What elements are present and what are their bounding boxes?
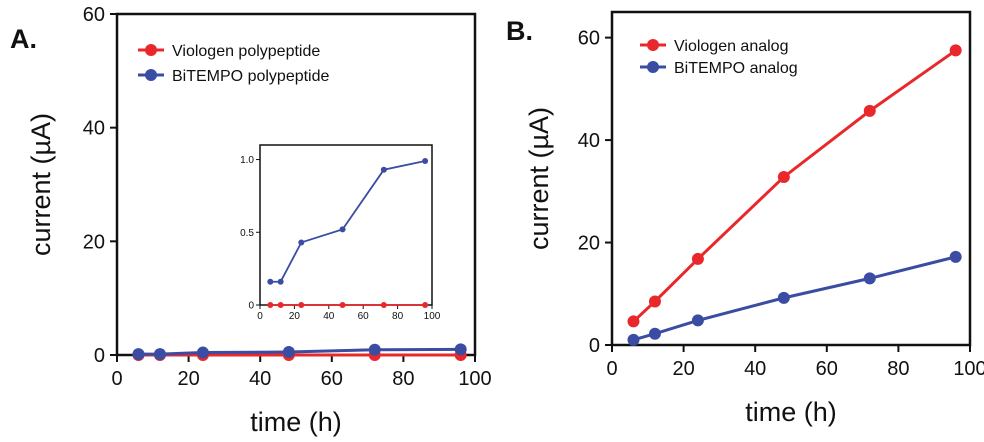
data-point: [153, 348, 166, 361]
data-point: [627, 315, 640, 328]
data-point: [863, 272, 876, 285]
series-line-1: [138, 347, 461, 356]
data-point: [648, 327, 661, 340]
inset-data-point: [298, 302, 305, 308]
x-axis-label: time (h): [745, 397, 837, 427]
inset-x-tick-label: 20: [289, 311, 301, 322]
panel-label: A.: [10, 24, 37, 54]
x-tick-label: 0: [111, 368, 122, 390]
plot-frame: [610, 10, 972, 347]
legend-marker: [647, 61, 659, 73]
inset-x-tick-label: 40: [323, 311, 335, 322]
data-point: [648, 295, 661, 308]
inset-data-point: [380, 302, 387, 308]
legend-label: BiTEMPO analog: [674, 60, 798, 77]
inset-x-tick-label: 0: [257, 311, 263, 322]
legend-marker: [145, 69, 157, 81]
inset-x-tick-label: 60: [358, 311, 370, 322]
x-tick-label: 20: [672, 358, 694, 380]
inset-data-point: [380, 166, 387, 173]
data-point: [368, 343, 381, 356]
data-point: [777, 170, 790, 183]
series-line-0: [632, 49, 957, 323]
data-point: [949, 44, 962, 57]
x-tick-label: 0: [606, 358, 617, 380]
y-tick-label: 0: [94, 345, 105, 367]
inset-data-point: [339, 302, 346, 308]
data-point: [627, 333, 640, 346]
legend-marker: [145, 44, 157, 56]
inset-data-point: [298, 239, 305, 246]
y-tick-label: 20: [83, 231, 105, 253]
series-line-1: [633, 255, 957, 342]
legend-marker: [647, 39, 659, 51]
inset-x-tick-label: 80: [392, 311, 404, 322]
y-axis-label: current (µA): [524, 107, 554, 250]
panel-a-chart: A. 0 20 40 60 80 100 0 20 40 60 time (h) current (µA…: [10, 4, 492, 437]
y-axis-label: current (µA): [26, 113, 56, 256]
x-tick-label: 100: [458, 368, 491, 390]
y-tick-label: 20: [578, 233, 600, 255]
data-point: [282, 346, 295, 359]
inset-data-point: [277, 302, 284, 308]
x-tick-label: 60: [816, 358, 838, 380]
panel-label: B.: [506, 16, 533, 46]
data-point: [196, 346, 209, 359]
inset-data-point: [267, 278, 274, 285]
inset-x-tick-label: 100: [424, 311, 441, 322]
x-tick-label: 60: [321, 368, 343, 390]
x-tick-label: 40: [249, 368, 271, 390]
x-tick-label: 40: [744, 358, 766, 380]
y-tick-label: 0: [589, 335, 600, 357]
data-point: [132, 348, 145, 361]
data-point: [691, 314, 704, 327]
x-tick-label: 20: [177, 368, 199, 390]
x-tick-label: 80: [392, 368, 414, 390]
y-tick-label: 40: [83, 118, 105, 140]
data-point: [454, 343, 467, 356]
inset-data-point: [422, 302, 429, 308]
y-tick-label: 60: [578, 28, 600, 50]
legend-label: Viologen analog: [674, 38, 788, 55]
inset-y-tick-label: 0.5: [240, 228, 254, 239]
y-tick-label: 60: [83, 4, 105, 26]
inset-y-tick-label: 0: [248, 301, 254, 312]
legend-label: BiTEMPO polypeptide: [172, 68, 330, 85]
inset-y-tick-label: 1.0: [240, 155, 254, 166]
x-tick-label: 80: [887, 358, 909, 380]
inset-chart: 0 20 40 60 80 100 0 0.5 1.0: [240, 144, 441, 322]
data-point: [777, 291, 790, 304]
panel-b-chart: B. 0 20 40 60 80 100 0 20 40 60 time (h) current (µA…: [506, 10, 984, 427]
x-axis-label: time (h): [250, 407, 342, 437]
inset-data-point: [422, 158, 429, 164]
legend-label: Viologen polypeptide: [172, 43, 320, 60]
y-tick-label: 40: [578, 130, 600, 152]
inset-data-point: [277, 278, 284, 285]
inset-data-point: [339, 226, 346, 233]
data-point: [863, 104, 876, 117]
x-tick-label: 100: [953, 358, 984, 380]
data-point: [691, 252, 704, 265]
inset-data-point: [267, 302, 274, 308]
data-point: [949, 250, 962, 263]
